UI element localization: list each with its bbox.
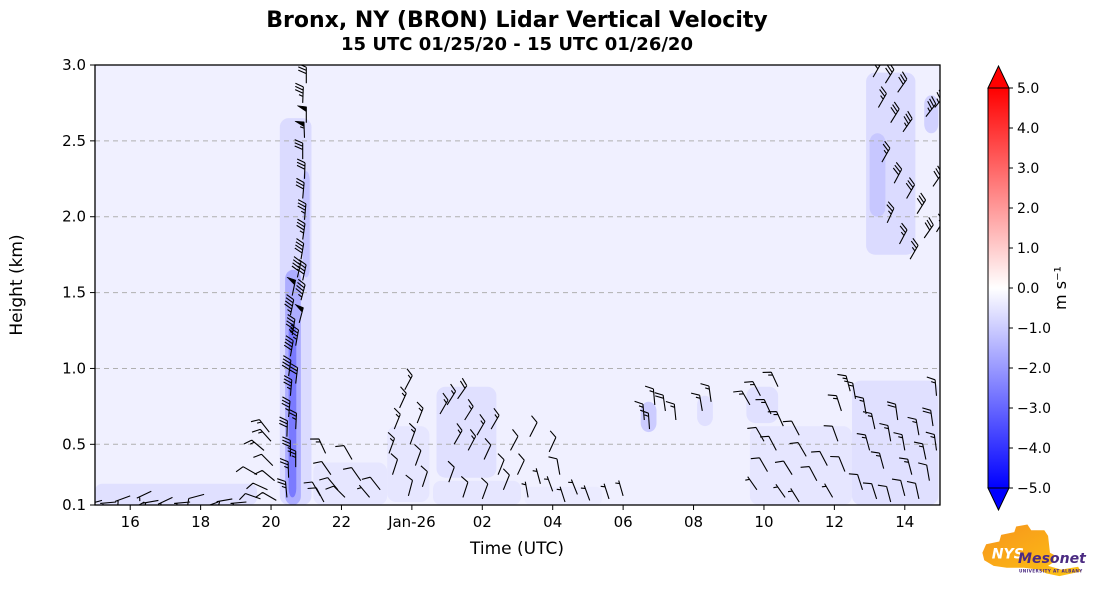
colorbar-tick-label: −5.0 — [1017, 481, 1051, 497]
x-tick-label: 10 — [754, 513, 773, 531]
y-tick-label: 0.1 — [62, 496, 86, 514]
x-tick-label: Jan-26 — [387, 513, 436, 531]
colorbar-tick-label: 0.0 — [1017, 281, 1039, 297]
colorbar-tick-label: 5.0 — [1017, 81, 1039, 97]
colorbar-title: m s⁻¹ — [1051, 266, 1070, 310]
y-axis-title: Height (km) — [7, 234, 27, 335]
x-tick-label: 22 — [332, 513, 351, 531]
velocity-patch — [749, 426, 852, 505]
velocity-patch — [746, 386, 779, 424]
x-tick-label: 08 — [684, 513, 703, 531]
colorbar-tick-label: 4.0 — [1017, 121, 1039, 137]
x-axis-title: Time (UTC) — [469, 539, 564, 559]
logo-nys-text: NYS — [992, 546, 1024, 562]
colorbar — [987, 87, 1010, 489]
wind-barb-staffs — [95, 65, 940, 505]
colorbar-tick-label: 3.0 — [1017, 161, 1039, 177]
logo-tagline-text: UNIVERSITY AT ALBANY — [1019, 568, 1083, 573]
colorbar-bottom-arrow — [987, 487, 1010, 512]
velocity-patch — [869, 133, 886, 217]
colorbar-top-arrow — [987, 64, 1010, 89]
x-tick-label: 18 — [191, 513, 210, 531]
x-tick-label: 04 — [543, 513, 562, 531]
velocity-patch — [436, 386, 497, 478]
velocity-patch — [95, 483, 257, 505]
velocity-patch — [387, 426, 430, 502]
velocity-patch — [313, 462, 388, 505]
ny-state-shape — [982, 524, 1081, 577]
velocity-patch — [433, 480, 521, 505]
y-tick-label: 1.5 — [62, 284, 86, 302]
y-tick-label: 2.5 — [62, 132, 86, 150]
wind-barb-flags — [286, 105, 307, 313]
chart-title: Bronx, NY (BRON) Lidar Vertical Velocity — [266, 8, 767, 33]
x-tick-label: 06 — [614, 513, 633, 531]
chart-subtitle: 15 UTC 01/25/20 - 15 UTC 01/26/20 — [341, 34, 693, 55]
colorbar-tick-label: −2.0 — [1017, 361, 1051, 377]
logo-mesonet-text: Mesonet — [1018, 551, 1087, 567]
velocity-patch — [302, 171, 310, 278]
x-tick-label: 20 — [261, 513, 280, 531]
x-tick-label: 12 — [825, 513, 844, 531]
wind-barbs — [95, 65, 940, 505]
y-tick-label: 2.0 — [62, 208, 86, 226]
x-tick-label: 16 — [121, 513, 140, 531]
y-tick-label: 0.5 — [62, 435, 86, 453]
y-tick-label: 3.0 — [62, 56, 86, 74]
y-tick-label: 1.0 — [62, 359, 86, 377]
x-tick-label: 02 — [473, 513, 492, 531]
plot-border — [94, 64, 941, 506]
x-tick-label: 14 — [895, 513, 914, 531]
colorbar-tick-label: −3.0 — [1017, 401, 1051, 417]
colorbar-tick-label: 1.0 — [1017, 241, 1039, 257]
chart-render-layer: 16 18 20 22 Jan-26 02 04 06 08 10 12 14 0.1 0.5 1.0 1.5… — [62, 56, 1051, 531]
nys-mesonet-logo: NYS Mesonet UNIVERSITY AT ALBANY — [982, 524, 1087, 577]
colorbar-tick-label: −1.0 — [1017, 321, 1051, 337]
velocity-patch — [852, 380, 939, 505]
colorbar-tick-label: −4.0 — [1017, 441, 1051, 457]
colorbar-tick-label: 2.0 — [1017, 201, 1039, 217]
